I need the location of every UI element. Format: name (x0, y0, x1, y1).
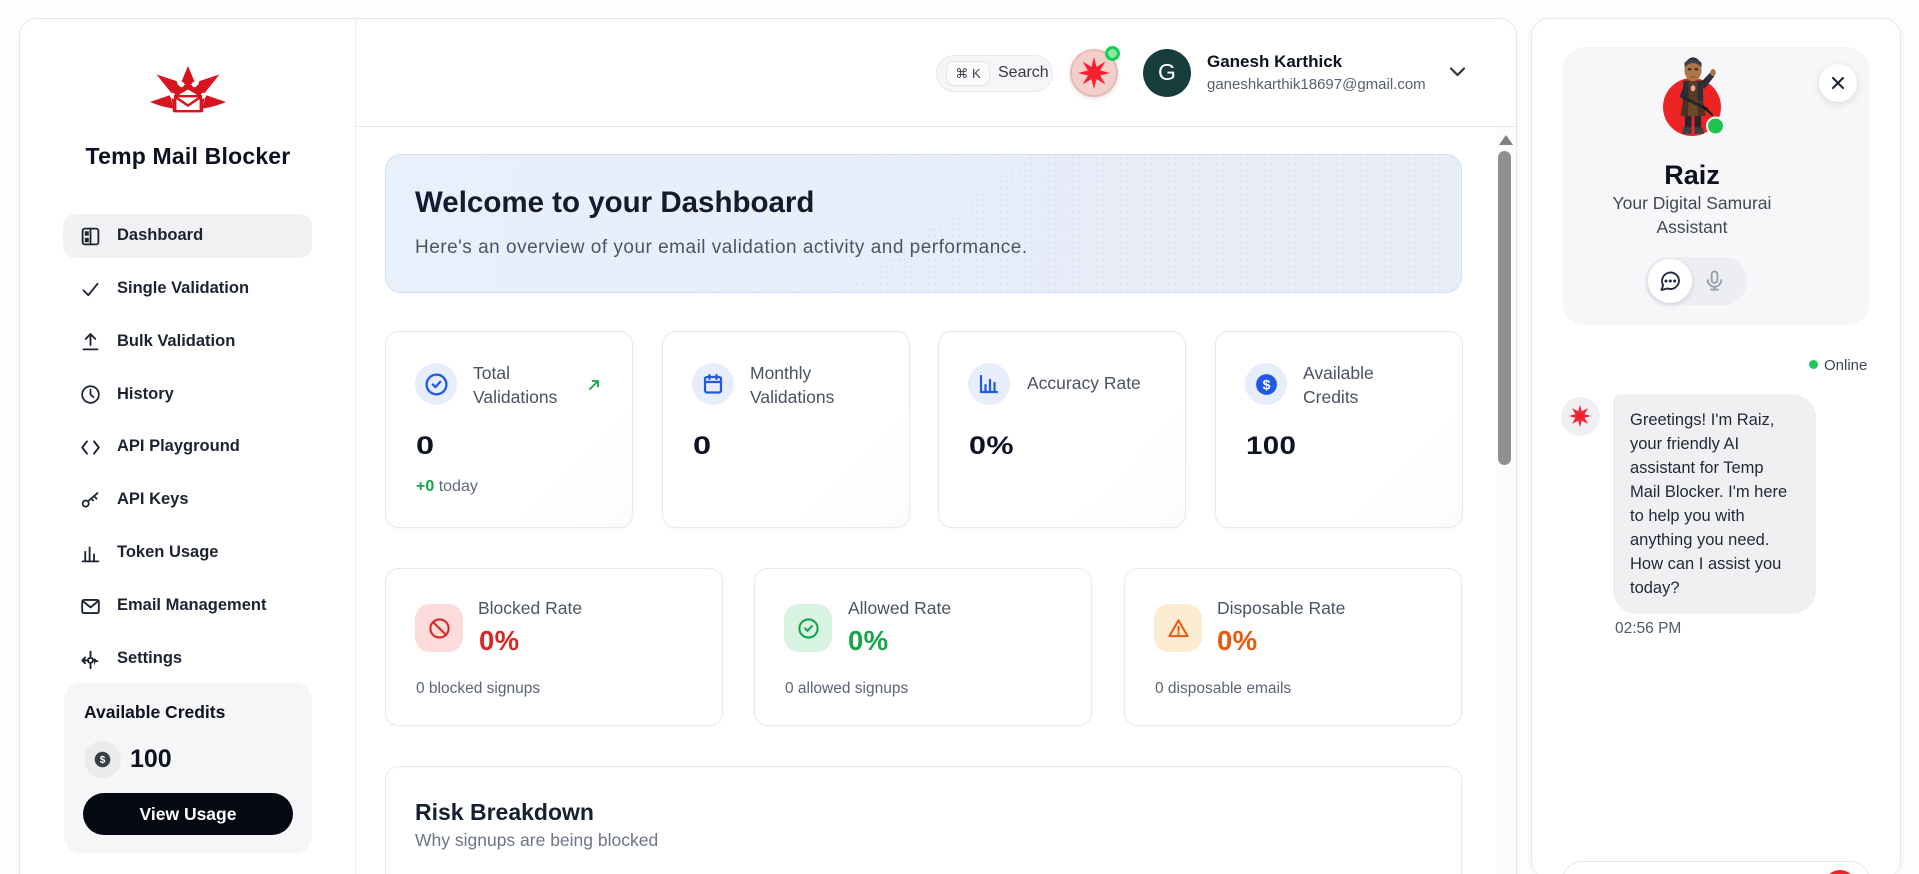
svg-text:$: $ (100, 755, 106, 766)
svg-text:$: $ (1262, 376, 1270, 392)
